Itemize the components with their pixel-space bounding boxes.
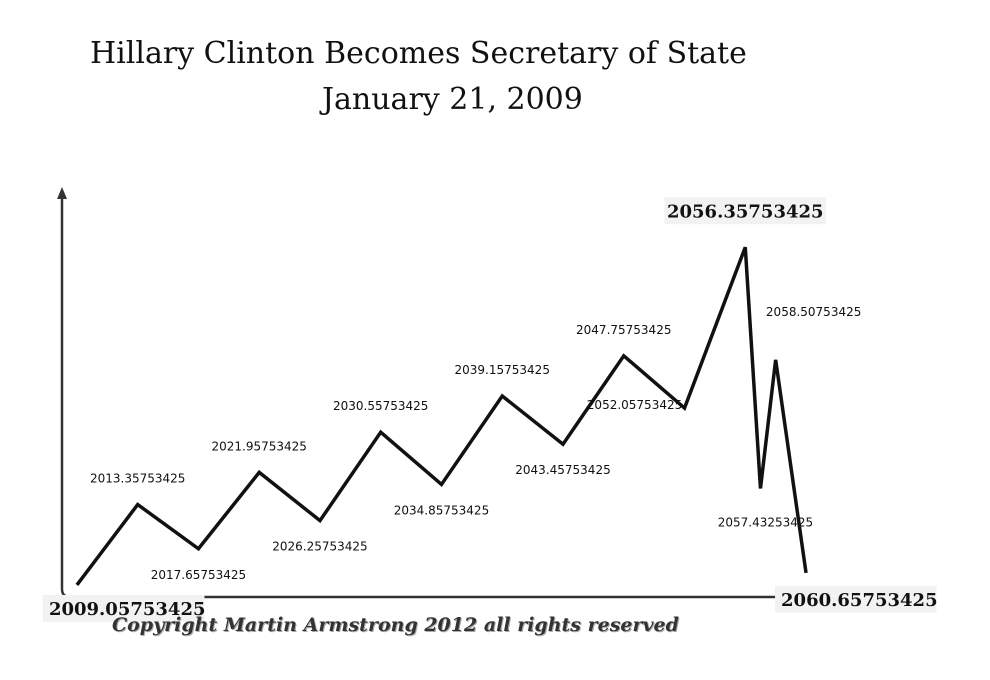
data-label: 2056.35753425 bbox=[667, 201, 824, 222]
data-label: 2009.05753425 bbox=[49, 599, 206, 620]
chart-title: Hillary Clinton Becomes Secretary of Sta… bbox=[90, 36, 747, 71]
chart-subtitle: January 21, 2009 bbox=[322, 82, 583, 117]
axis-lines bbox=[60, 195, 825, 599]
data-label-bg bbox=[42, 594, 205, 622]
copyright-notice: Copyright Martin Armstrong 2012 all righ… bbox=[112, 614, 679, 636]
data-label: 2034.85753425 bbox=[394, 503, 489, 517]
data-label: 2017.65753425 bbox=[151, 568, 246, 582]
data-label: 2057.43253425 bbox=[718, 515, 813, 529]
series-line bbox=[75, 246, 808, 586]
data-label: 2058.50753425 bbox=[766, 305, 861, 319]
data-label: 2030.55753425 bbox=[333, 399, 428, 413]
axes bbox=[57, 187, 833, 602]
data-label: 2013.35753425 bbox=[90, 472, 185, 486]
data-label: 2026.25753425 bbox=[272, 540, 367, 554]
data-labels: 2009.05753425 2013.35753425 2017.65753425 2… bbox=[42, 197, 938, 622]
data-label-bg bbox=[664, 197, 827, 225]
data-label: 2021.95753425 bbox=[211, 439, 306, 453]
data-label: 2043.45753425 bbox=[515, 463, 610, 477]
y-axis-arrow bbox=[57, 187, 67, 199]
data-label: 2047.75753425 bbox=[576, 323, 671, 337]
data-label: 2060.65753425 bbox=[781, 590, 938, 611]
series bbox=[75, 246, 808, 586]
data-label: 2039.15753425 bbox=[455, 363, 550, 377]
data-label: 2052.05753425 bbox=[587, 398, 682, 412]
data-label-bg bbox=[775, 585, 937, 613]
